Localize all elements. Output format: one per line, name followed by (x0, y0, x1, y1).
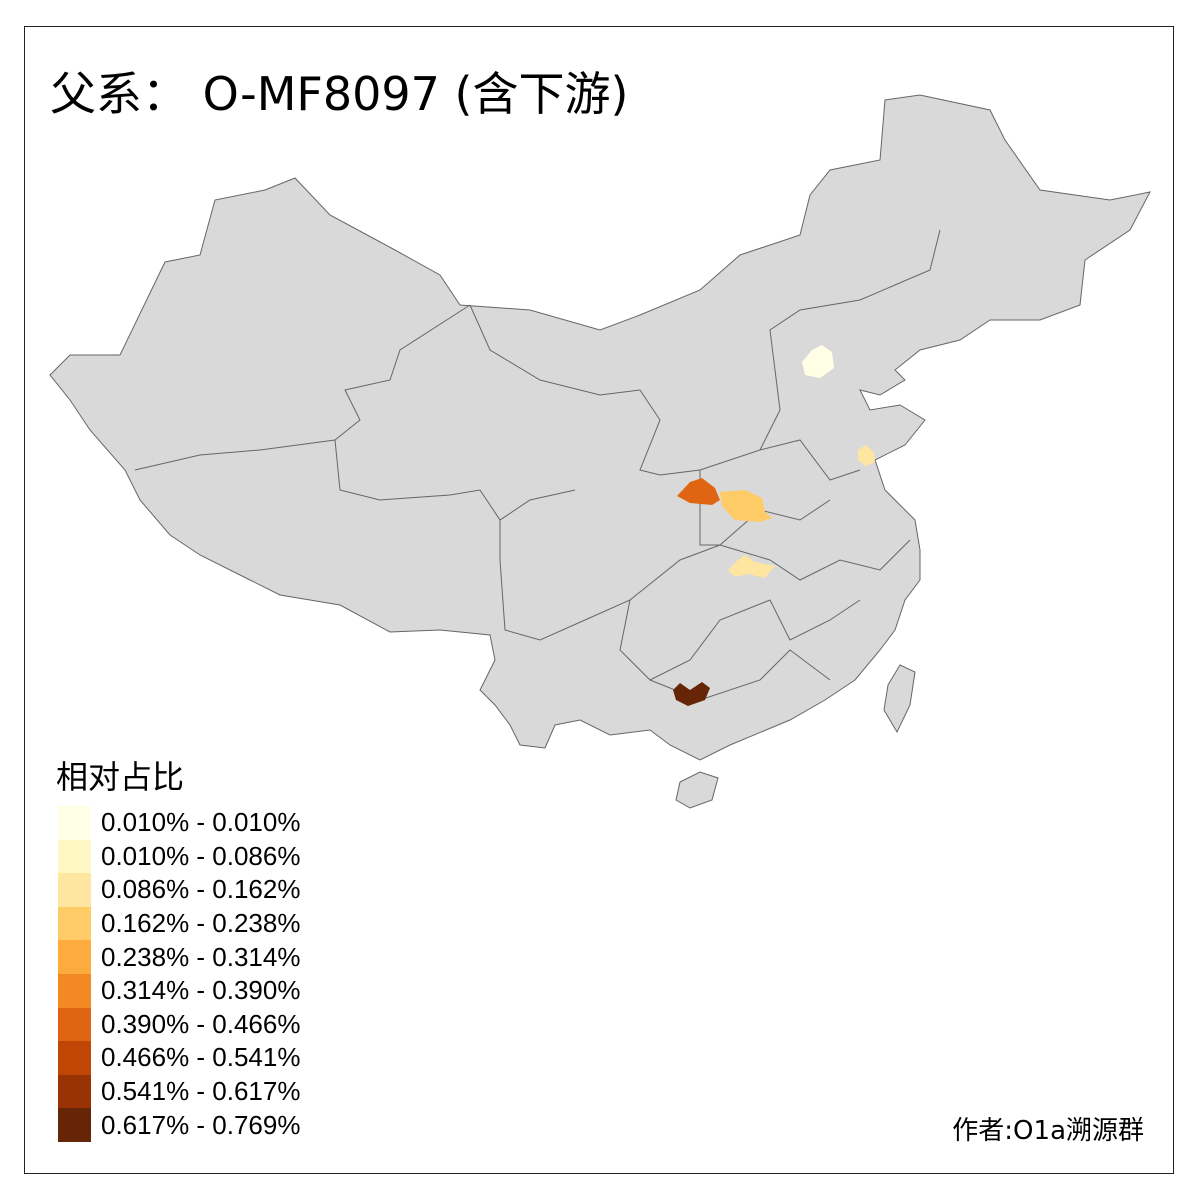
region-hubei-west (728, 555, 775, 578)
legend-swatch (58, 1041, 91, 1075)
figure-frame (24, 26, 1174, 1174)
region-henan-west (720, 490, 772, 522)
legend-label: 0.010% - 0.010% (101, 807, 301, 838)
legend-label: 0.086% - 0.162% (101, 874, 301, 905)
legend-item: 0.162% - 0.238% (58, 906, 301, 941)
legend-swatch (58, 839, 91, 874)
legend-title: 相对占比 (56, 758, 185, 796)
legend-item: 0.010% - 0.086% (58, 839, 301, 874)
legend-label: 0.238% - 0.314% (101, 941, 301, 972)
legend-swatch (58, 1007, 91, 1042)
china-mainland (49, 94, 1151, 761)
legend-swatch (58, 1108, 91, 1142)
legend-label: 0.541% - 0.617% (101, 1076, 301, 1107)
legend-label: 0.466% - 0.541% (101, 1042, 301, 1073)
legend-swatch (58, 906, 91, 941)
highlighted-regions (673, 345, 875, 706)
legend-item: 0.010% - 0.010% (58, 806, 300, 840)
legend-item: 0.086% - 0.162% (58, 873, 300, 907)
author-credit: 作者:O1a溯源群 (952, 1116, 1144, 1146)
legend-swatch (58, 806, 91, 840)
legend-item: 0.314% - 0.390% (58, 974, 300, 1008)
legend-swatch (58, 974, 91, 1008)
legend-label: 0.617% - 0.769% (101, 1109, 301, 1140)
legend-label: 0.010% - 0.086% (101, 840, 301, 871)
taiwan-island (883, 664, 916, 734)
region-shaanxi-west (677, 478, 720, 505)
legend-label: 0.162% - 0.238% (101, 908, 301, 939)
legend-swatch (58, 873, 91, 907)
hainan-island (675, 771, 719, 809)
legend-item: 0.390% - 0.466% (58, 1007, 301, 1042)
legend-item: 0.238% - 0.314% (58, 940, 300, 974)
legend-item: 0.466% - 0.541% (58, 1041, 300, 1075)
region-beijing (802, 345, 834, 378)
legend-label: 0.390% - 0.466% (101, 1008, 301, 1039)
legend-item: 0.541% - 0.617% (58, 1074, 301, 1109)
legend-swatch (58, 940, 91, 974)
legend-swatch (58, 1074, 91, 1109)
region-shandong-coast (858, 445, 875, 466)
legend-item: 0.617% - 0.769% (58, 1108, 300, 1142)
province-borders (134, 229, 941, 701)
region-guangxi (673, 682, 710, 706)
legend-label: 0.314% - 0.390% (101, 975, 301, 1006)
map-title: 父系： O-MF8097 (含下游) (50, 67, 629, 121)
